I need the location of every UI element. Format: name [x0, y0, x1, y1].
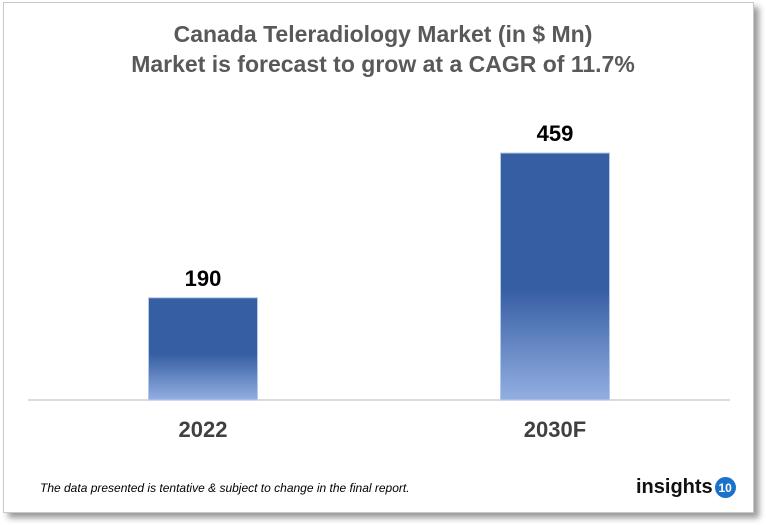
data-label: 190 [185, 266, 222, 291]
bar-2022 [148, 297, 258, 401]
x-tick-label: 2022 [179, 417, 228, 442]
bar-2030F [500, 152, 610, 401]
chart-title: Canada Teleradiology Market (in $ Mn) [173, 21, 593, 47]
logo-badge: 10 [714, 477, 736, 498]
chart-subtitle: Market is forecast to grow at a CAGR of … [131, 51, 635, 77]
insights10-logo: insights 10 [636, 476, 736, 499]
chart-frame [3, 2, 754, 513]
x-tick-label: 2030F [524, 417, 586, 442]
data-label: 459 [537, 121, 574, 146]
disclaimer-note: The data presented is tentative & subjec… [40, 481, 410, 495]
logo-text: insights [636, 476, 713, 498]
